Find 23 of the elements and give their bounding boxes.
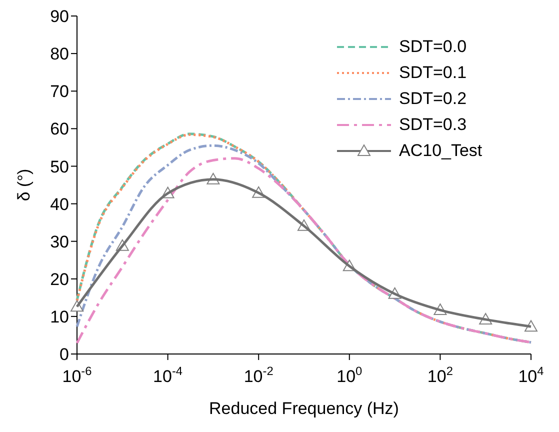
legend-label: SDT=0.0 (399, 37, 467, 57)
x-tick-label: 10$^{4}$ (518, 364, 544, 386)
x-tick-label: 10$^{0}$ (336, 364, 363, 386)
y-tick-label: 70 (50, 82, 69, 102)
y-tick-label: 10 (50, 307, 69, 326)
y-tick-label: 60 (50, 120, 69, 139)
x-axis-title: Reduced Frequency (Hz) (209, 399, 399, 418)
legend-label: SDT=0.3 (399, 115, 467, 135)
y-axis-title: δ (°) (14, 168, 34, 202)
y-tick-label: 20 (50, 270, 69, 289)
legend-label: SDT=0.2 (399, 89, 467, 109)
x-tick-label: 10$^{-2}$ (244, 364, 274, 386)
x-tick-label: 10$^{2}$ (427, 364, 454, 386)
legend-label: AC10_Test (399, 141, 482, 161)
y-tick-label: 0 (60, 345, 69, 364)
y-tick-label: 30 (50, 232, 69, 252)
y-tick-label: 90 (50, 7, 69, 26)
y-tick-label: 50 (50, 157, 69, 176)
x-tick-label: 10$^{-4}$ (153, 364, 183, 386)
y-tick-label: 40 (50, 194, 69, 214)
legend-label: SDT=0.1 (399, 63, 467, 83)
y-tick-label: 80 (50, 44, 69, 64)
x-tick-label: 10$^{-6}$ (62, 364, 92, 386)
